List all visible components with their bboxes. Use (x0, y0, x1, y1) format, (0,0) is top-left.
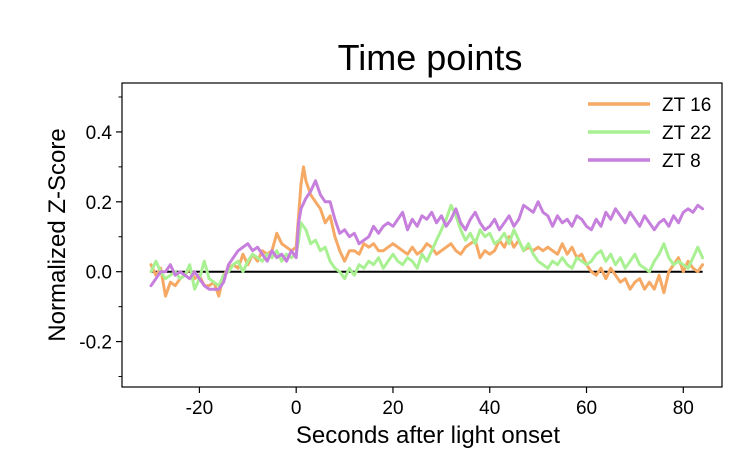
legend-label: ZT 22 (662, 123, 711, 144)
series-line-zt-16 (149, 165, 705, 298)
y-axis-label: Normalized Z-Score (44, 128, 71, 341)
x-tick-label: 60 (576, 398, 597, 419)
y-tick-label: 0.2 (86, 193, 112, 214)
x-tick-label: 0 (291, 398, 302, 419)
y-tick-label: 0.0 (86, 263, 112, 284)
x-tick-label: 40 (479, 398, 500, 419)
plot-frame (121, 82, 723, 388)
y-tick-label: -0.2 (79, 333, 112, 354)
chart-title: Time points (338, 37, 523, 78)
x-tick-label: 80 (673, 398, 694, 419)
x-tick-label: 20 (382, 398, 403, 419)
x-tick-label: -20 (186, 398, 213, 419)
legend: ZT 16 ZT 22 ZT 8 (588, 95, 711, 172)
x-axis-label: Seconds after light onset (296, 422, 560, 449)
y-axis: -0.2 0.0 0.2 0.4 (79, 96, 122, 378)
series-line-zt-22 (149, 203, 705, 291)
y-tick-label: 0.4 (86, 123, 113, 144)
x-axis: -20 0 20 40 60 80 (186, 387, 694, 419)
legend-label: ZT 16 (662, 95, 711, 116)
legend-label: ZT 8 (662, 151, 701, 172)
series-layer (149, 165, 705, 298)
series-line-zt-8 (149, 179, 705, 291)
